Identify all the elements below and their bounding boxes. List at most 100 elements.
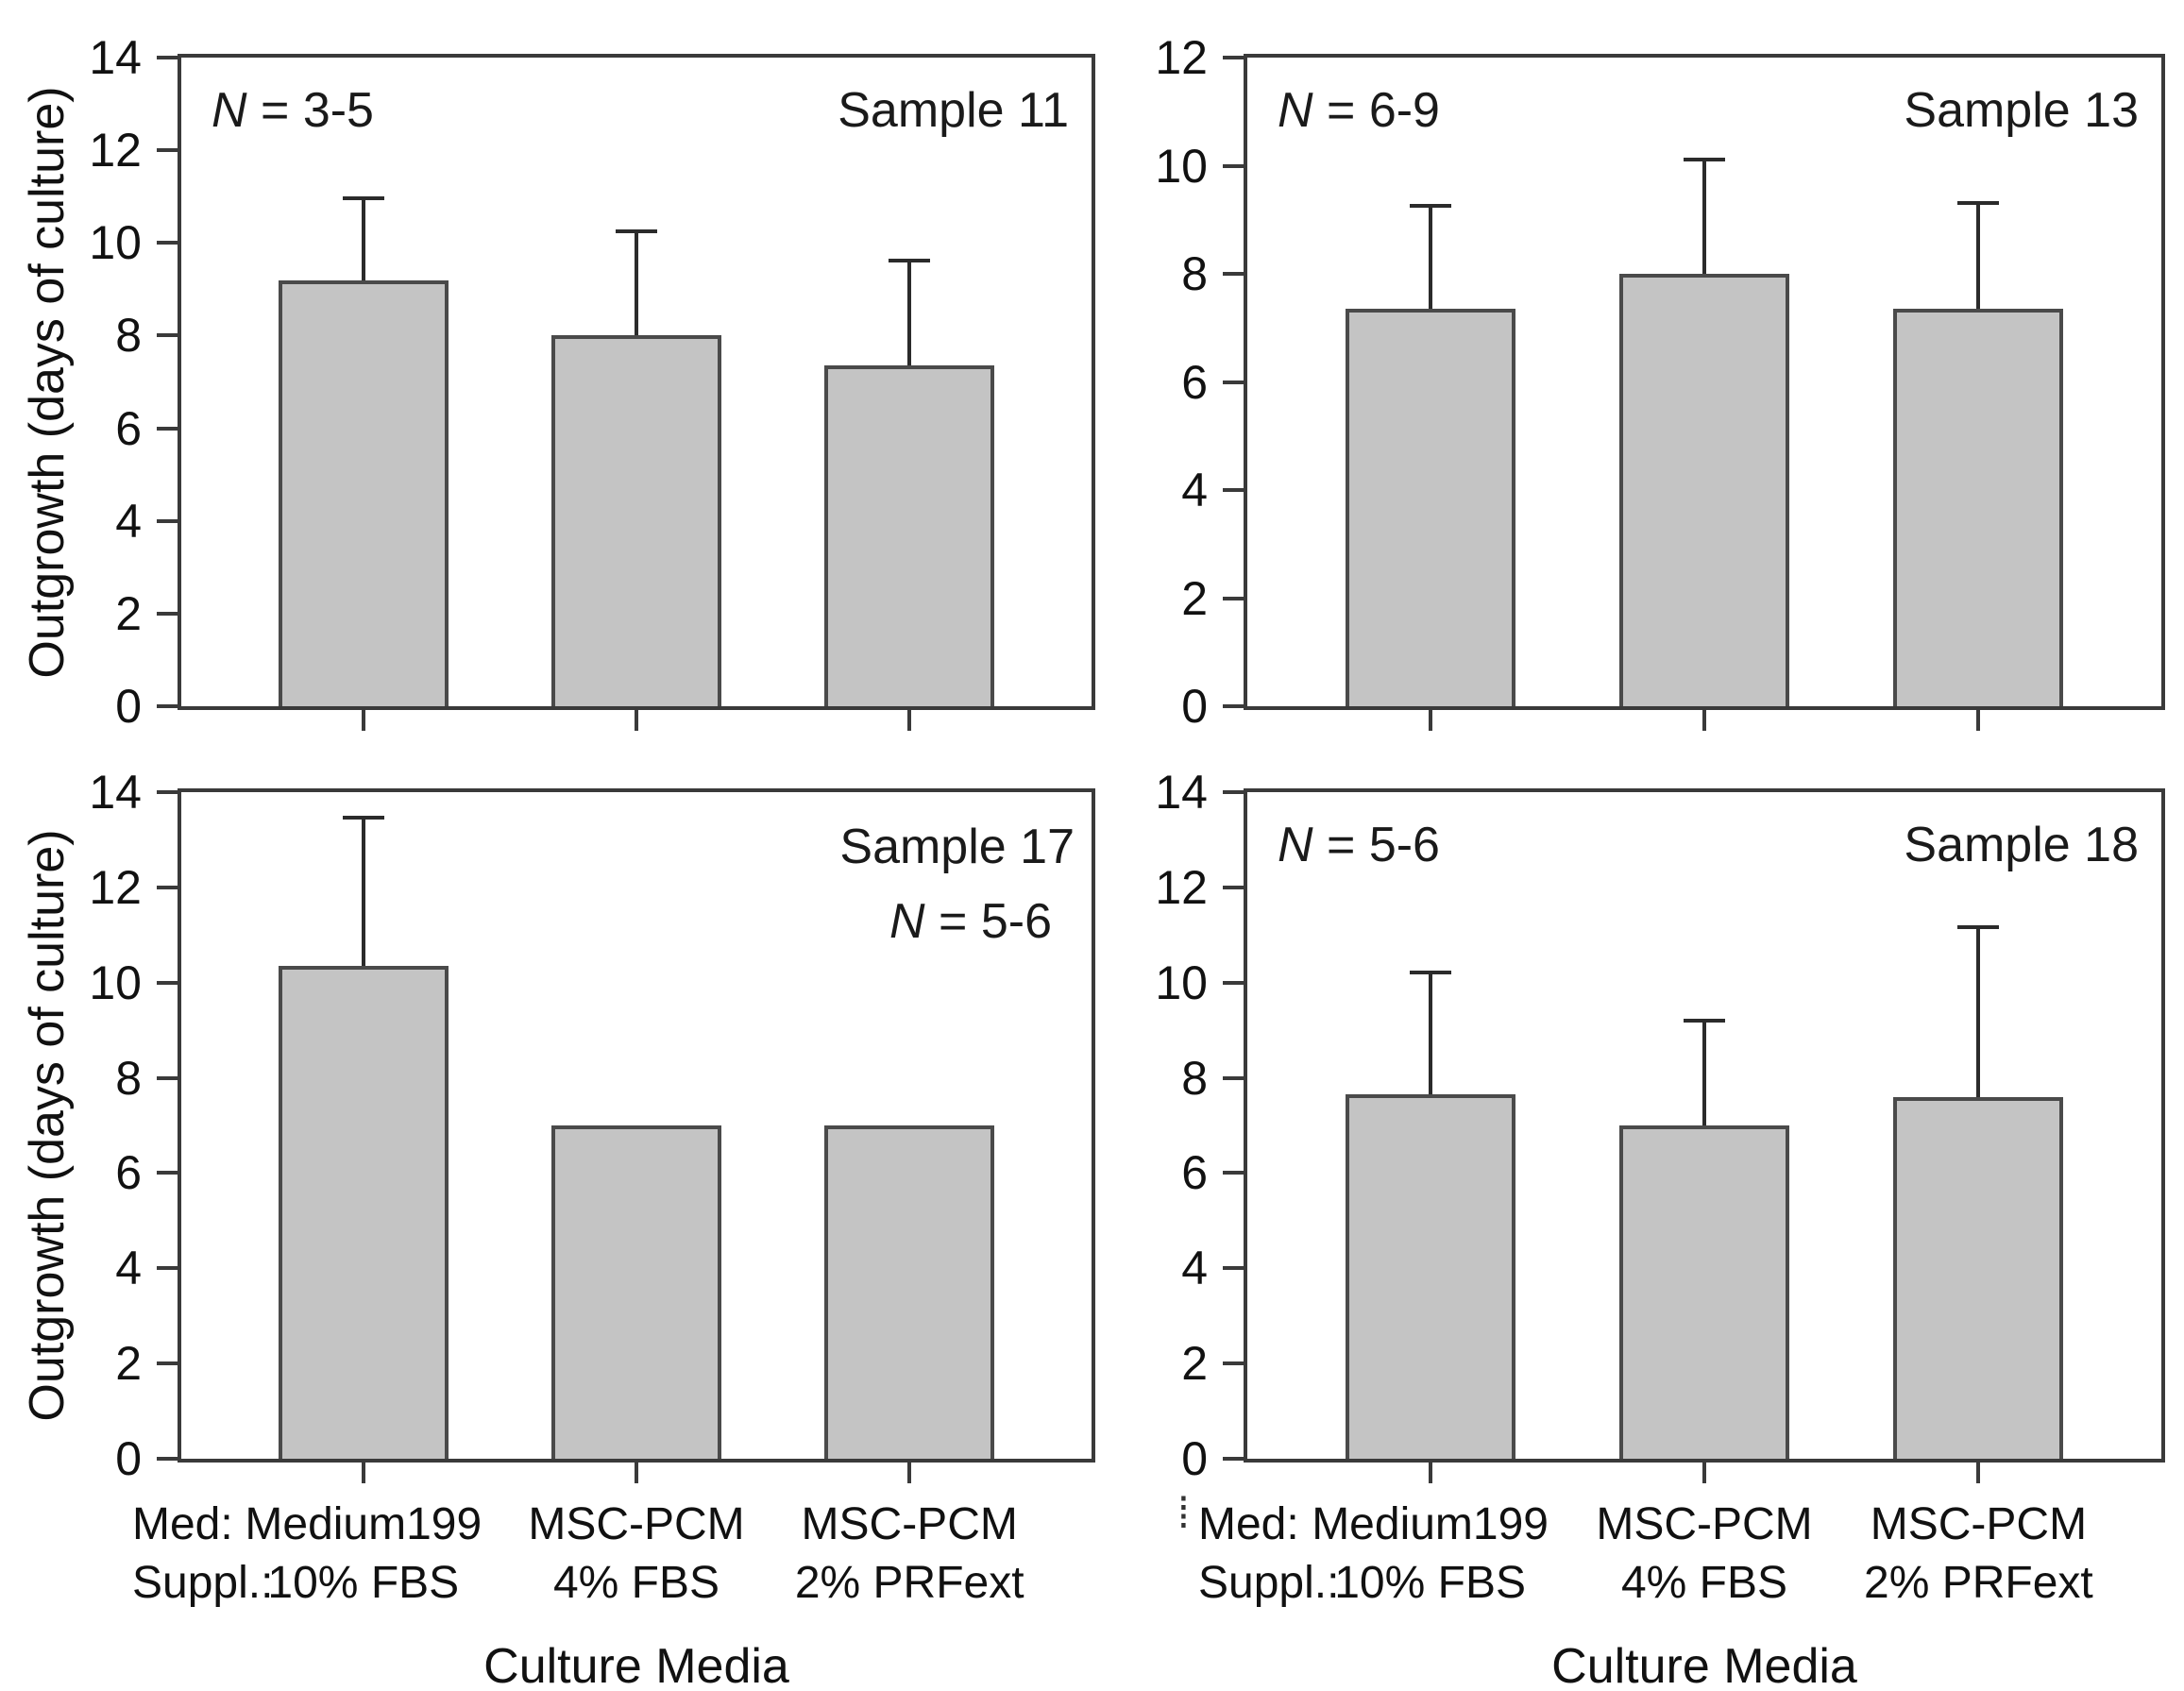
panel-sample-18: N = 5-6 Sample 18 ⁞ Med: Medium199 MSC-P…: [1155, 769, 2165, 1691]
panel-sample-17: Outgrowth (days of culture) Sample 17 N …: [20, 769, 1095, 1691]
stray-dots-artifact: ⁞: [1177, 1488, 1190, 1537]
sample-annotation: Sample 11: [838, 83, 1069, 138]
error-bar-stem: [1702, 157, 1706, 274]
n-annotation: N = 5-6: [1278, 815, 1440, 876]
y-axis-tick: [157, 333, 178, 338]
y-axis-tick-label: 4: [1181, 1242, 1208, 1295]
sample-annotation: Sample 18: [1904, 818, 2139, 872]
y-axis-tick: [157, 1171, 178, 1175]
n-symbol: N: [889, 894, 925, 949]
bar: [1619, 274, 1789, 706]
bar: [1893, 1096, 2064, 1459]
x-axis-tick: [1976, 710, 1981, 731]
x-axis-tick: [1976, 1463, 1981, 1483]
bar: [824, 1125, 995, 1459]
y-axis-tick: [1223, 790, 1244, 794]
y-axis-tick-label: 2: [115, 1337, 142, 1391]
error-bar-cap: [1957, 200, 2000, 205]
y-axis-tick: [1223, 704, 1244, 708]
y-axis-tick-label: 14: [1155, 766, 1208, 819]
y-axis-tick-label: 4: [115, 494, 142, 548]
y-axis-tick-label: 10: [89, 955, 142, 1009]
y-axis-tick-label: 10: [1155, 139, 1208, 193]
error-bar-cap: [342, 816, 384, 820]
x-row-prefix-suppl: Suppl.:: [1198, 1558, 1340, 1608]
error-bar-stem: [1428, 971, 1432, 1095]
y-axis-tick: [157, 790, 178, 794]
y-axis-tick: [157, 1361, 178, 1366]
x-category-supplement: 2% PRFext: [794, 1558, 1024, 1608]
x-category-supplement: 4% FBS: [1620, 1558, 1788, 1608]
y-axis-tick: [1223, 980, 1244, 985]
panel-sample-13: N = 6-9 Sample 13 0 2 4 6 8 10 12: [1155, 34, 2165, 731]
y-axis-tick: [1223, 885, 1244, 889]
bar: [1619, 1125, 1789, 1459]
x-category-supplement: 4% FBS: [552, 1558, 720, 1608]
x-axis-tick: [907, 1463, 912, 1483]
y-axis-tick: [157, 885, 178, 889]
y-axis-tick: [1223, 1457, 1244, 1461]
y-axis-tick-label: 8: [115, 309, 142, 363]
y-axis-tick: [157, 704, 178, 708]
y-axis-tick-label: 8: [1181, 247, 1208, 300]
x-category-medium: MSC-PCM: [528, 1499, 745, 1549]
n-symbol: N: [212, 83, 247, 138]
n-annotation: N = 3-5: [212, 80, 374, 142]
y-axis-tick-label: 6: [1181, 355, 1208, 409]
y-axis-tick-label: 0: [1181, 1432, 1208, 1485]
y-axis-tick-label: 12: [1155, 31, 1208, 84]
y-axis-tick: [157, 241, 178, 245]
y-axis-tick-label: 6: [115, 401, 142, 455]
y-axis-tick: [1223, 163, 1244, 168]
error-bar-stem: [361, 196, 365, 280]
x-axis-tick: [1702, 710, 1706, 731]
error-bar-stem: [1976, 925, 1981, 1097]
y-axis-tick: [157, 148, 178, 153]
error-bar-cap: [1957, 925, 2000, 930]
x-axis-tick: [1702, 1463, 1706, 1483]
x-category-medium: Medium199: [245, 1499, 483, 1549]
y-axis-tick: [1223, 1361, 1244, 1366]
x-row-prefix-med: Med:: [1198, 1499, 1299, 1549]
error-bar-stem: [907, 259, 912, 366]
x-axis-tick: [635, 1463, 638, 1483]
error-bar-stem: [635, 228, 638, 336]
annotation-stack: Sample 17 N = 5-6: [839, 817, 1075, 953]
n-symbol: N: [1278, 818, 1313, 872]
y-axis-tick: [1223, 488, 1244, 493]
error-bar-stem: [361, 816, 365, 967]
sample-annotation: Sample 17: [839, 820, 1075, 874]
y-axis-tick: [157, 1457, 178, 1461]
y-axis-label: Outgrowth (days of culture): [20, 829, 75, 1422]
x-axis-tick: [361, 1463, 365, 1483]
y-axis-tick-label: 14: [89, 766, 142, 819]
y-axis-tick: [157, 518, 178, 523]
y-axis-tick-label: 12: [89, 860, 142, 914]
error-bar-cap: [1409, 203, 1451, 208]
y-axis-tick: [1223, 272, 1244, 277]
bar: [551, 1125, 721, 1459]
n-value: = 6-9: [1312, 83, 1440, 138]
error-bar-stem: [1976, 200, 1981, 310]
x-axis-tick: [1428, 1463, 1432, 1483]
y-axis-tick: [1223, 1075, 1244, 1080]
error-bar-cap: [616, 228, 657, 233]
y-axis-tick: [157, 611, 178, 616]
n-value: = 5-6: [1312, 818, 1440, 872]
x-axis-title: Culture Media: [483, 1639, 789, 1691]
n-annotation: N = 5-6: [839, 891, 1075, 953]
bar: [1345, 309, 1515, 706]
y-axis-tick-label: 8: [1181, 1051, 1208, 1105]
y-axis-tick-label: 10: [89, 216, 142, 270]
x-category-supplement: 10% FBS: [1334, 1558, 1526, 1608]
error-bar-stem: [1702, 1018, 1706, 1125]
x-category-supplement: 10% FBS: [267, 1558, 460, 1608]
x-category-supplement: 2% PRFext: [1864, 1558, 2093, 1608]
x-axis-tick: [907, 710, 912, 731]
x-axis-title: Culture Media: [1551, 1639, 1857, 1691]
x-category-medium: Medium199: [1312, 1499, 1549, 1549]
y-axis-tick-label: 10: [1155, 955, 1208, 1009]
x-axis-tick: [1428, 710, 1432, 731]
bar: [278, 966, 449, 1459]
